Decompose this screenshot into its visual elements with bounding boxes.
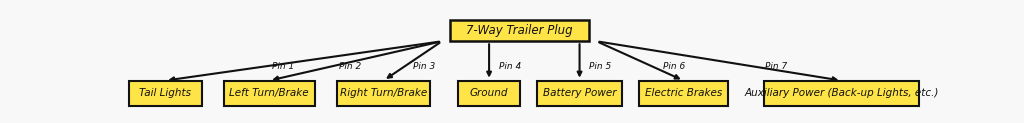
FancyBboxPatch shape	[337, 81, 430, 106]
FancyBboxPatch shape	[458, 81, 520, 106]
Text: Ground: Ground	[470, 88, 508, 98]
Text: Pin 4: Pin 4	[499, 62, 521, 71]
FancyBboxPatch shape	[450, 20, 589, 41]
FancyBboxPatch shape	[129, 81, 202, 106]
Text: Auxiliary Power (Back-up Lights, etc.): Auxiliary Power (Back-up Lights, etc.)	[744, 88, 939, 98]
Text: Pin 3: Pin 3	[414, 62, 436, 71]
FancyBboxPatch shape	[764, 81, 919, 106]
Text: Tail Lights: Tail Lights	[139, 88, 191, 98]
Text: Pin 7: Pin 7	[765, 62, 787, 71]
Text: Battery Power: Battery Power	[543, 88, 616, 98]
Text: Electric Brakes: Electric Brakes	[645, 88, 722, 98]
Text: Left Turn/Brake: Left Turn/Brake	[229, 88, 309, 98]
Text: Pin 2: Pin 2	[339, 62, 361, 71]
FancyBboxPatch shape	[223, 81, 315, 106]
Text: Pin 5: Pin 5	[589, 62, 611, 71]
Text: 7-Way Trailer Plug: 7-Way Trailer Plug	[466, 24, 572, 37]
Text: Pin 1: Pin 1	[271, 62, 294, 71]
FancyBboxPatch shape	[639, 81, 728, 106]
Text: Right Turn/Brake: Right Turn/Brake	[340, 88, 427, 98]
FancyBboxPatch shape	[537, 81, 623, 106]
Text: Pin 6: Pin 6	[663, 62, 685, 71]
